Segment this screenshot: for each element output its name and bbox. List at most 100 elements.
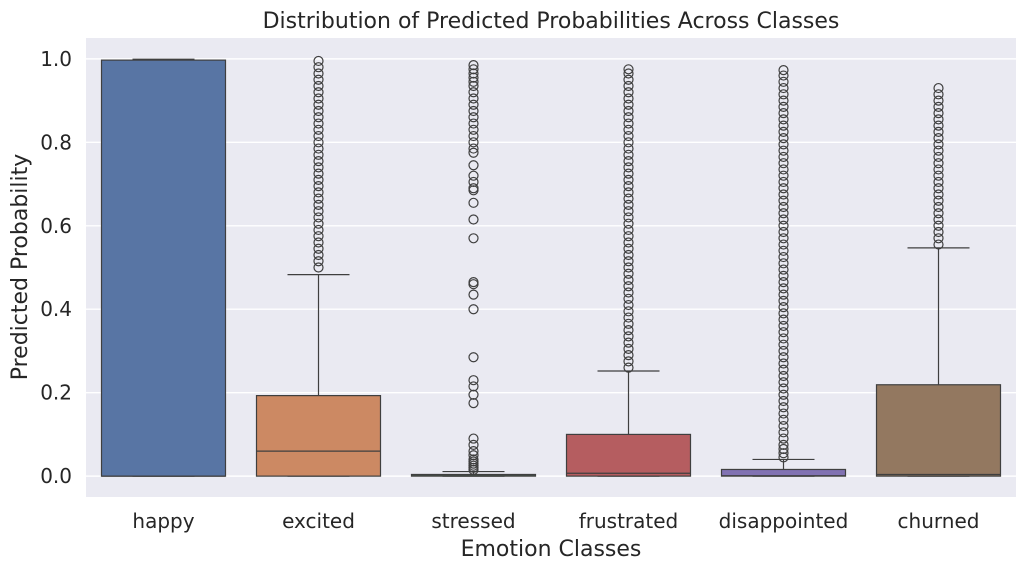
outlier-point <box>933 214 944 225</box>
outlier-point <box>778 82 789 94</box>
outlier-point <box>623 243 634 254</box>
outlier-point <box>313 112 324 123</box>
outlier-point <box>468 64 479 75</box>
outlier-point <box>778 89 789 100</box>
outlier-point <box>933 101 944 112</box>
outlier-point <box>933 220 944 231</box>
outlier-point <box>468 375 479 386</box>
outlier-point <box>778 289 789 300</box>
outlier-point <box>778 133 789 144</box>
outlier-point <box>778 452 789 463</box>
outlier-point <box>778 358 789 369</box>
outlier-point <box>778 383 789 394</box>
box-frustrated <box>565 433 692 477</box>
outlier-point <box>778 214 789 225</box>
outlier-point <box>778 308 789 319</box>
outlier-point <box>623 124 634 135</box>
x-tick-label: excited <box>282 509 355 533</box>
outlier-point <box>933 114 944 125</box>
x-tick-label: stressed <box>431 509 515 533</box>
outlier-point <box>778 448 789 459</box>
outlier-point <box>778 126 789 137</box>
outlier-point <box>623 249 634 261</box>
outlier-point <box>623 237 634 248</box>
outlier-point <box>778 120 789 131</box>
outlier-point <box>313 168 324 179</box>
outlier-point <box>778 314 789 325</box>
box-churned <box>875 384 1002 477</box>
outlier-point <box>623 343 634 354</box>
outlier-point <box>468 124 479 135</box>
outlier-point <box>623 350 634 361</box>
outlier-point <box>933 189 944 200</box>
outlier-point <box>313 187 324 198</box>
outlier-point <box>778 414 789 425</box>
outlier-point <box>468 454 479 465</box>
outlier-point <box>468 439 479 450</box>
outlier-point <box>468 389 479 400</box>
outlier-point <box>623 68 634 79</box>
outlier-point <box>313 155 324 167</box>
outlier-point <box>313 74 324 85</box>
outlier-point <box>468 433 479 444</box>
outlier-point <box>778 108 789 119</box>
outlier-point <box>623 162 634 173</box>
outlier-point <box>468 170 479 181</box>
outlier-point <box>623 331 634 342</box>
outlier-point <box>778 295 789 306</box>
outlier-point <box>778 158 789 169</box>
outlier-point <box>933 158 944 169</box>
outlier-point <box>778 402 789 413</box>
outlier-point <box>623 281 634 292</box>
outlier-point <box>778 183 789 194</box>
outlier-point <box>468 160 479 171</box>
outlier-point <box>623 299 634 311</box>
outlier-point <box>933 133 944 144</box>
outlier-point <box>933 95 944 106</box>
outlier-point <box>623 268 634 279</box>
outlier-point <box>933 151 944 163</box>
outlier-point <box>778 352 789 363</box>
outlier-point <box>778 277 789 288</box>
outlier-point <box>623 262 634 273</box>
outlier-point <box>778 70 789 81</box>
grid-lines <box>86 58 1016 477</box>
outlier-point <box>623 181 634 192</box>
outlier-point <box>468 233 479 244</box>
outlier-point <box>623 356 634 367</box>
outlier-point <box>313 243 324 254</box>
outlier-point <box>468 87 479 98</box>
outlier-point <box>313 256 324 267</box>
outlier-point <box>933 108 944 119</box>
outlier-point <box>778 264 789 275</box>
outlier-point <box>468 99 479 110</box>
box-group-happy <box>100 58 227 477</box>
outlier-point <box>313 99 324 110</box>
outlier-point <box>468 446 479 457</box>
outlier-point <box>778 439 789 450</box>
y-tick-label: 0.8 <box>40 130 72 154</box>
outlier-point <box>933 183 944 194</box>
outlier-point <box>933 233 944 244</box>
box-happy <box>100 59 227 477</box>
outlier-point <box>778 327 789 338</box>
outlier-point <box>933 226 944 238</box>
outlier-point <box>468 277 479 288</box>
plot-area <box>86 38 1016 497</box>
outlier-point <box>623 324 634 336</box>
outlier-point <box>313 143 324 154</box>
outlier-point <box>313 149 324 160</box>
outlier-point <box>623 306 634 317</box>
outlier-point <box>933 170 944 181</box>
outlier-point <box>313 231 324 242</box>
outlier-point <box>933 164 944 175</box>
outlier-point <box>933 89 944 100</box>
outlier-point <box>623 362 634 373</box>
y-tick-label: 0.0 <box>40 464 72 488</box>
outlier-point <box>778 176 789 188</box>
outlier-point <box>313 181 324 192</box>
y-axis-label: Predicted Probability <box>8 154 33 381</box>
outlier-point <box>313 80 324 92</box>
box-group-disappointed <box>720 65 847 477</box>
